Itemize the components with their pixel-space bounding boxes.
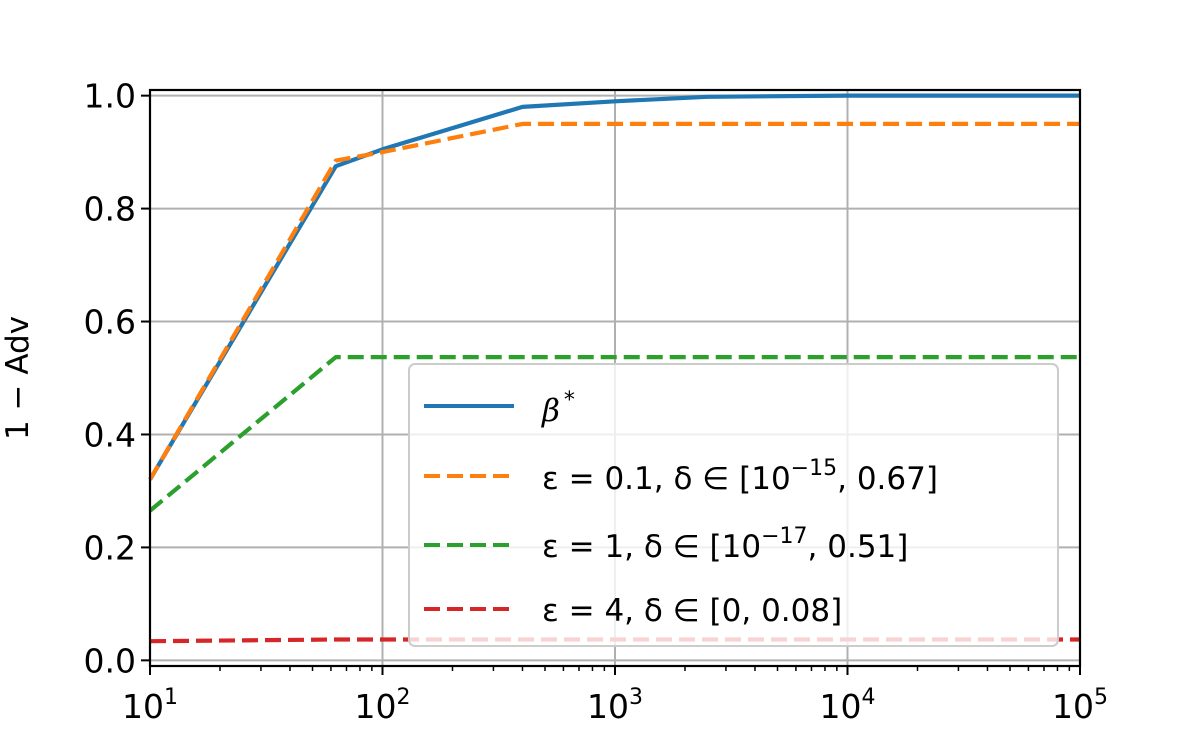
x-tick-base: 10: [587, 687, 629, 726]
x-tick-label: 103: [587, 685, 643, 726]
legend-label-eps01: ε = 0.1, δ ∈ [10−15, 0.67]: [542, 456, 938, 497]
x-tick-base: 10: [1052, 687, 1094, 726]
x-tick-base: 10: [820, 687, 862, 726]
x-tick-label: 104: [820, 685, 876, 726]
x-tick-base: 10: [122, 687, 164, 726]
y-tick-label: 0.6: [84, 303, 136, 342]
series-line-eps1: [148, 355, 1080, 513]
legend-eps1-sup: −17: [761, 524, 807, 549]
x-tick-exp: 1: [164, 685, 178, 710]
x-tick-label: 105: [1052, 685, 1108, 726]
legend-box: [408, 363, 1059, 647]
legend-eps1-tail: , 0.51]: [808, 529, 909, 565]
y-tick-label: 0.2: [84, 528, 136, 567]
legend-eps01-tail: , 0.67]: [837, 461, 938, 497]
legend: β * ε = 0.1, δ ∈ [10−15, 0.67] ε = 1, δ ∈…: [408, 363, 1059, 647]
x-tick-exp: 2: [397, 685, 411, 710]
x-tick-exp: 4: [862, 685, 876, 710]
x-tick-exp: 3: [629, 685, 643, 710]
y-tick-label: 1.0: [84, 77, 136, 116]
legend-beta-symbol: β: [541, 393, 560, 429]
y-tick-label: 0.8: [84, 190, 136, 229]
y-axis-label: 1 − Adv: [0, 316, 36, 440]
x-tick-label: 102: [355, 685, 411, 726]
legend-eps01-text: ε = 0.1, δ ∈ [10: [542, 461, 791, 497]
legend-label-beta: β *: [541, 388, 575, 429]
legend-label-eps4: ε = 4, δ ∈ [0, 0.08]: [542, 593, 842, 629]
legend-label-eps1: ε = 1, δ ∈ [10−17, 0.51]: [542, 524, 908, 565]
y-tick-label: 0.4: [84, 415, 136, 454]
legend-eps1-text: ε = 1, δ ∈ [10: [542, 529, 761, 565]
x-tick-exp: 5: [1094, 685, 1108, 710]
series-line-eps01: [148, 121, 1080, 481]
x-tick-label: 101: [122, 685, 178, 726]
legend-eps01-sup: −15: [791, 456, 837, 481]
series-line-beta: [148, 93, 1080, 481]
x-tick-base: 10: [355, 687, 397, 726]
legend-beta-sup: *: [564, 388, 575, 413]
y-tick-label: 0.0: [84, 641, 136, 680]
legend-eps4-text: ε = 4, δ ∈ [0, 0.08]: [542, 593, 842, 629]
